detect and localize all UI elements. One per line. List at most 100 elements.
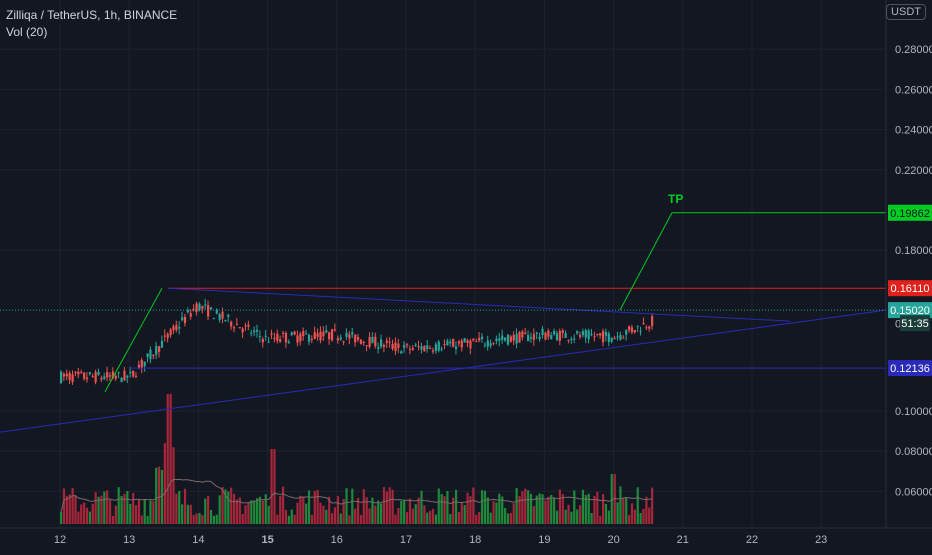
candle-body — [181, 317, 184, 321]
volume-bar — [103, 491, 106, 524]
volume-bar — [371, 497, 374, 524]
time-tick-label: 14 — [192, 534, 204, 546]
candle-body — [282, 332, 285, 334]
candle-body — [359, 339, 363, 345]
volume-bar — [636, 487, 639, 524]
volume-bar — [558, 489, 561, 524]
volume-bar — [250, 500, 253, 524]
volume-bar — [80, 504, 83, 524]
volume-bar — [538, 493, 541, 524]
price-tag-box — [888, 302, 932, 319]
volume-bar — [423, 505, 426, 524]
take-profit-label: TP — [668, 192, 683, 206]
volume-bar — [192, 515, 195, 524]
volume-bar — [625, 497, 628, 524]
volume-bar — [261, 500, 264, 524]
volume-bar — [452, 497, 455, 524]
candle-body — [440, 349, 443, 351]
volume-bar — [553, 498, 556, 524]
volume-bar — [244, 505, 247, 524]
currency-button[interactable]: USDT — [886, 4, 926, 20]
candle-body — [117, 372, 120, 374]
volume-bar — [478, 512, 481, 524]
volume-bar — [460, 502, 463, 524]
volume-bar — [333, 507, 337, 524]
candle-body — [518, 331, 521, 343]
candle-body — [570, 338, 573, 340]
candle-body — [319, 331, 322, 341]
time-tick-label: 17 — [400, 534, 412, 546]
candle-body — [426, 345, 429, 349]
candle-body — [420, 346, 423, 350]
volume-bar — [140, 515, 143, 524]
volume-bar — [178, 490, 181, 524]
candle-body — [189, 313, 192, 317]
volume-bar — [345, 488, 348, 524]
candle-body — [238, 327, 241, 329]
candle-body — [480, 336, 484, 340]
candle-body — [71, 374, 74, 383]
time-axis[interactable]: 12 13 14 15 16 17 18 19 20 21 22 23 — [0, 527, 932, 546]
candle-body — [345, 332, 348, 337]
volume-bar — [622, 498, 625, 524]
candle-body — [126, 375, 129, 378]
volume-bar — [325, 509, 328, 524]
impulse-leg-line — [104, 287, 163, 392]
candle-body — [293, 331, 296, 335]
candle-body — [437, 341, 440, 351]
volume-bar — [454, 489, 458, 524]
candle-body — [380, 339, 383, 347]
candle-body — [567, 339, 570, 341]
price-tick-label: 0.22000 — [895, 165, 932, 177]
volume-bar — [60, 512, 63, 524]
candle-body — [541, 328, 544, 336]
volume-bar — [457, 512, 461, 524]
volume-bar — [486, 497, 489, 524]
volume-bar — [132, 492, 135, 524]
volume-indicator-label[interactable]: Vol (20) — [6, 25, 48, 39]
volume-bar — [204, 498, 207, 524]
drawings[interactable]: TP — [0, 192, 887, 433]
volume-bar — [221, 486, 224, 524]
candle-body — [296, 335, 299, 343]
candle-body — [65, 373, 68, 377]
candle-body — [527, 334, 530, 342]
candle-body — [94, 371, 97, 383]
candle-body — [466, 340, 469, 344]
candle-body — [62, 374, 66, 377]
candle-body — [232, 327, 236, 329]
candle-body — [593, 336, 596, 338]
volume-bar — [584, 494, 587, 524]
candle-body — [342, 341, 345, 343]
volume-bar — [88, 511, 91, 524]
volume-bar — [616, 502, 619, 524]
candle-body — [397, 343, 400, 348]
candle-body — [515, 333, 518, 344]
symbol-title[interactable]: Zilliqa / TetherUS, 1h, BINANCE — [6, 8, 178, 22]
time-tick-label: 12 — [54, 534, 66, 546]
candle-body — [307, 334, 311, 342]
time-tick-label: 15 — [261, 534, 273, 546]
candle-body — [610, 337, 613, 342]
volume-bar — [77, 511, 80, 524]
volume-bar — [158, 466, 161, 524]
candle-body — [619, 335, 622, 340]
candle-body — [227, 314, 230, 317]
volume-bar — [604, 503, 608, 524]
volume-bar — [472, 487, 475, 524]
volume-bar — [489, 512, 492, 524]
candle-body — [460, 340, 463, 348]
volume-bar — [532, 506, 535, 524]
volume-bar — [201, 515, 204, 524]
volume-bar — [356, 497, 360, 524]
volume-bar — [414, 504, 417, 524]
price-axis[interactable]: 0.28000 0.26000 0.24000 0.22000 0.18000 0.100… — [885, 0, 932, 528]
volume-moving-average — [60, 478, 653, 513]
volume-bar — [146, 515, 149, 524]
candle-body — [175, 325, 178, 330]
candle-body — [195, 303, 198, 313]
volume-bar — [567, 504, 570, 524]
candle-body — [394, 342, 397, 351]
